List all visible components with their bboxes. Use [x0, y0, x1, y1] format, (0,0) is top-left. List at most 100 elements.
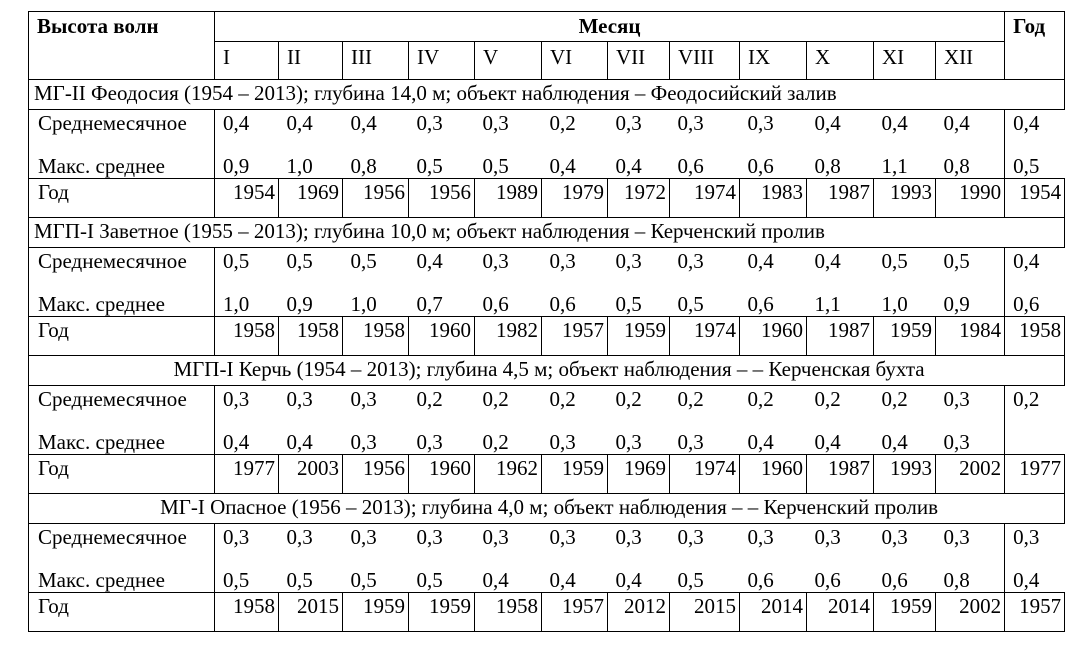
month-value-cell: 0,2: [482, 429, 509, 454]
month-value-cell: 1954: [214, 178, 279, 218]
month-value-cell: 0,3: [739, 109, 807, 151]
month-value-cell: 0,3: [416, 429, 443, 454]
month-value-cell: 1987: [806, 178, 874, 218]
month-value-cell: 0,4: [615, 567, 642, 592]
month-value-cell: 0,4: [806, 247, 874, 289]
month-group-header: Месяц: [213, 11, 1006, 42]
row-label: Среднемесячное: [28, 385, 215, 427]
annual-value-cell: 0,3: [1004, 523, 1065, 565]
month-value-cell: 1974: [669, 316, 740, 356]
month-value-cell: 0,4: [549, 567, 576, 592]
month-value-cell: 1972: [607, 178, 670, 218]
month-value-cell: 0,3: [214, 385, 279, 427]
month-header: IV: [408, 41, 475, 80]
month-value-cell: 1974: [669, 454, 740, 494]
month-value-cell: 0,5: [416, 567, 443, 592]
month-value-cell: 2003: [278, 454, 343, 494]
month-value-cell: 0,3: [350, 429, 377, 454]
table-row: Макс. среднее 0,5 0,5 0,5 0,5 0,4 0,4 0,4 0,5 0,6…: [28, 564, 1065, 593]
table-row: Среднемесячное 0,5 0,5 0,5 0,4 0,3 0,3 0,3 0,3 0,…: [28, 247, 1065, 289]
month-value-cell: 0,2: [607, 385, 670, 427]
annual-value-cell: 0,2: [1004, 385, 1065, 427]
month-value-cell: 1959: [408, 592, 475, 632]
month-value-cell: 0,5: [223, 567, 250, 592]
month-value-cell: 0,3: [278, 385, 343, 427]
month-value-cell: 0,4: [408, 247, 475, 289]
month-value-cell: 0,2: [873, 385, 936, 427]
month-value-cell: 2012: [607, 592, 670, 632]
month-value-cell: 0,3: [214, 523, 279, 565]
month-value-cell: 1969: [607, 454, 670, 494]
table-row: Год 1977 2003 1956 1960 1962 1959 1969 1974 1960 1…: [28, 454, 1066, 494]
month-value-cell: 0,6: [881, 567, 908, 592]
table-row: Год 1954 1969 1956 1956 1989 1979 1972 1974 1983 1…: [28, 178, 1066, 218]
month-value-cell: 1962: [474, 454, 542, 494]
month-value-cell: 0,5: [677, 291, 704, 316]
month-value-cell: 0,3: [607, 523, 670, 565]
month-value-cell: 0,4: [342, 109, 409, 151]
month-value-cell: 0,5: [677, 567, 704, 592]
month-value-cell: 0,3: [408, 109, 475, 151]
month-value-cell: 0,4: [615, 153, 642, 178]
annual-value-cell: 1957: [1004, 592, 1066, 632]
row-label-header: Высота волн: [28, 11, 215, 80]
month-value-cell: 1960: [408, 454, 475, 494]
month-value-cell: 0,6: [747, 291, 774, 316]
month-value-cell: 0,8: [814, 153, 841, 178]
annual-value-cell: [1004, 426, 1065, 455]
month-value-cell: 1,0: [223, 291, 250, 316]
month-value-cell: 1,0: [881, 291, 908, 316]
annual-value-cell: 0,4: [1004, 564, 1065, 593]
month-value-cell: 0,3: [943, 429, 970, 454]
month-header: XI: [873, 41, 936, 80]
month-value-cell: 0,3: [739, 523, 807, 565]
table-row: Макс. среднее 0,4 0,4 0,3 0,3 0,2 0,3 0,3 0,3 0,4…: [28, 426, 1065, 455]
header-row: Высота волн Месяц Год: [28, 11, 1066, 80]
month-value-cell: 1993: [873, 178, 936, 218]
row-label: Макс. среднее: [28, 288, 215, 317]
month-value-cell: 0,4: [482, 567, 509, 592]
month-value-cell: 1956: [342, 454, 409, 494]
month-value-cell: 0,4: [549, 153, 576, 178]
month-value-cell: 1960: [739, 454, 807, 494]
annual-value-cell: 1954: [1004, 178, 1066, 218]
month-value-cell: 0,8: [943, 153, 970, 178]
month-value-cell: 2002: [934, 592, 1006, 632]
month-value-cell: 1983: [739, 178, 807, 218]
table-row: Год 1958 2015 1959 1959 1958 1957 2012 2015 2014 2…: [28, 592, 1066, 632]
month-value-cell: 0,4: [881, 429, 908, 454]
row-label: Среднемесячное: [28, 523, 215, 565]
month-value-cell: 0,4: [223, 429, 250, 454]
month-value-cell: 0,2: [541, 109, 608, 151]
month-header: VI: [541, 41, 608, 80]
month-value-cell: 1956: [342, 178, 409, 218]
month-value-cell: 2014: [739, 592, 807, 632]
month-value-cell: 1959: [607, 316, 670, 356]
month-header: I: [214, 41, 279, 80]
table-row: Год 1958 1958 1958 1960 1982 1957 1959 1974 1960 1…: [28, 316, 1066, 356]
month-value-cell: 1990: [934, 178, 1006, 218]
month-header: X: [806, 41, 874, 80]
wave-height-table: Высота волн Месяц Год I II III IV V VI VII VIII…: [27, 11, 1066, 632]
month-value-cell: 0,2: [739, 385, 807, 427]
month-value-cell: 0,5: [482, 153, 509, 178]
month-value-cell: 1987: [806, 454, 874, 494]
month-value-cell: 0,4: [935, 109, 1005, 151]
month-value-cell: 1982: [474, 316, 542, 356]
month-value-cell: 1957: [541, 316, 608, 356]
month-value-cell: 0,6: [747, 153, 774, 178]
month-value-cell: 0,4: [873, 109, 936, 151]
month-value-cell: 0,3: [408, 523, 475, 565]
month-value-cell: 1957: [541, 592, 608, 632]
month-value-cell: 0,4: [278, 109, 343, 151]
month-value-cell: 1958: [342, 316, 409, 356]
month-value-cell: 0,3: [541, 247, 608, 289]
table-row: Среднемесячное 0,3 0,3 0,3 0,3 0,3 0,3 0,3 0,3 0,…: [28, 523, 1065, 565]
month-value-cell: 0,3: [474, 523, 542, 565]
month-value-cell: 0,5: [416, 153, 443, 178]
year-column-header: Год: [1004, 11, 1066, 80]
month-value-cell: 0,5: [342, 247, 409, 289]
month-value-cell: 1956: [408, 178, 475, 218]
month-value-cell: 0,4: [806, 109, 874, 151]
month-header: III: [342, 41, 409, 80]
